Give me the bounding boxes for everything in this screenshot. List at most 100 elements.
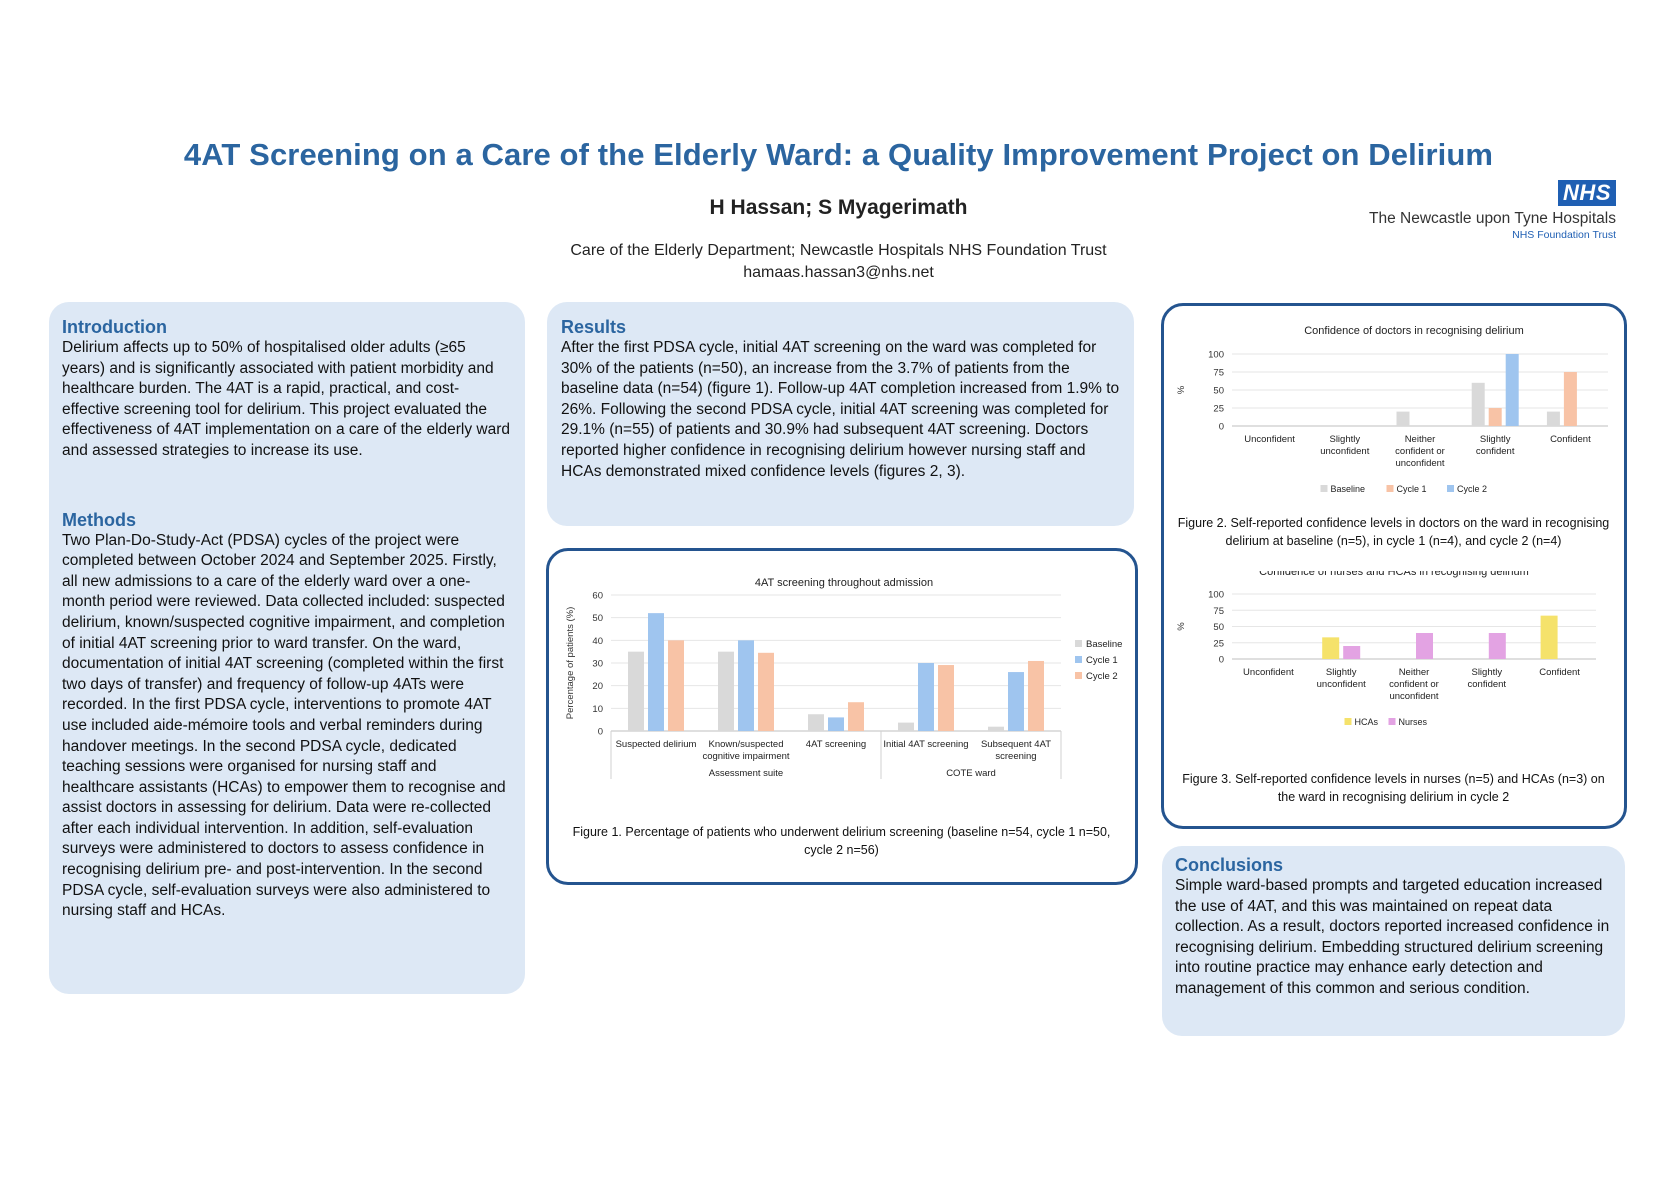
x-tick-label: unconfident <box>1395 458 1444 469</box>
nhs-badge: NHS <box>1558 180 1616 206</box>
chart-title: 4AT screening throughout admission <box>755 577 933 589</box>
y-tick-label: 100 <box>1208 350 1224 361</box>
conclusions-heading: Conclusions <box>1175 855 1284 875</box>
y-tick-label: 25 <box>1213 638 1224 649</box>
legend-label: Nurses <box>1399 717 1428 727</box>
x-tick-label: Subsequent 4AT <box>981 739 1051 750</box>
bar-cycle-2 <box>848 702 864 731</box>
bar-nurses <box>1343 646 1361 659</box>
x-tick-label: Initial 4AT screening <box>883 739 968 750</box>
methods-text: Two Plan-Do-Study-Act (PDSA) cycles of t… <box>62 531 506 920</box>
authors: H Hassan; S Myagerimath <box>709 196 968 219</box>
bar-baseline <box>898 722 914 731</box>
bar-baseline <box>628 651 644 731</box>
trust-name: The Newcastle upon Tyne Hospitals <box>1369 210 1616 227</box>
bar-cycle-1 <box>648 613 664 731</box>
conclusions-panel: Conclusions Simple ward-based prompts an… <box>1162 846 1625 1036</box>
figure-3-caption: Figure 3. Self-reported confidence level… <box>1182 772 1605 804</box>
figure-1-caption: Figure 1. Percentage of patients who und… <box>572 825 1111 857</box>
y-tick-label: 20 <box>592 681 603 692</box>
bar-baseline <box>808 714 824 731</box>
bar-hcas <box>1322 637 1340 659</box>
y-tick-label: 75 <box>1213 368 1224 379</box>
y-axis-label: % <box>1176 385 1187 394</box>
legend-swatch <box>1075 656 1082 663</box>
conclusions-text: Simple ward-based prompts and targeted e… <box>1175 877 1610 997</box>
bar-cycle-1 <box>918 663 934 731</box>
x-tick-label: confident or <box>1389 679 1439 690</box>
figure-2-chart: Confidence of doctors in recognising del… <box>1176 325 1608 494</box>
bar-baseline <box>1546 411 1560 426</box>
bar-cycle-1 <box>828 717 844 731</box>
affiliation: Care of the Elderly Department; Newcastl… <box>570 242 1107 259</box>
y-tick-label: 30 <box>592 659 603 670</box>
legend-label: HCAs <box>1355 717 1379 727</box>
legend-swatch <box>1075 640 1082 647</box>
results-text: After the first PDSA cycle, initial 4AT … <box>561 339 1120 480</box>
bar-nurses <box>1416 633 1433 659</box>
y-tick-label: 25 <box>1213 404 1224 415</box>
bar-cycle-2 <box>758 652 774 731</box>
bar-cycle-1 <box>1488 408 1502 426</box>
bar-cycle-1 <box>1563 372 1577 426</box>
email: hamaas.hassan3@nhs.net <box>743 264 934 281</box>
y-tick-label: 75 <box>1213 606 1224 617</box>
y-tick-label: 10 <box>592 704 603 715</box>
x-tick-label: Suspected delirium <box>616 739 697 750</box>
x-tick-label: Slightly <box>1326 667 1357 678</box>
x-tick-label: Unconfident <box>1243 667 1294 678</box>
legend-swatch <box>1320 485 1328 492</box>
results-panel: Results After the first PDSA cycle, init… <box>547 302 1134 526</box>
x-tick-label: Confident <box>1550 434 1591 445</box>
x-tick-label: Confident <box>1539 667 1580 678</box>
x-tick-label: confident <box>1468 679 1507 690</box>
bar-cycle-2 <box>938 665 954 731</box>
x-tick-label: cognitive impairment <box>702 751 789 762</box>
x-tick-label: Unconfident <box>1244 434 1295 445</box>
legend-swatch <box>1447 485 1454 492</box>
y-axis-label: Percentage of patients (%) <box>565 607 576 719</box>
y-tick-label: 0 <box>1219 422 1224 433</box>
introduction-methods-panel: Introduction Delirium affects up to 50% … <box>49 302 525 994</box>
bar-baseline <box>988 726 1004 731</box>
bar-baseline <box>1471 382 1485 426</box>
legend-label: Baseline <box>1331 484 1366 494</box>
y-tick-label: 50 <box>1213 622 1224 633</box>
affiliation-block: Care of the Elderly Department; Newcastl… <box>0 240 1677 284</box>
legend-swatch <box>1386 485 1394 492</box>
x-tick-label: unconfident <box>1389 691 1438 702</box>
x-tick-label: Neither <box>1399 667 1430 678</box>
legend-label: Baseline <box>1086 639 1122 650</box>
introduction-heading: Introduction <box>62 317 167 337</box>
x-tick-label: screening <box>995 751 1036 762</box>
bar-cycle-2 <box>1028 660 1044 731</box>
x-tick-label: unconfident <box>1317 679 1366 690</box>
x-tick-label: 4AT screening <box>806 739 866 750</box>
bar-cycle-2 <box>668 640 684 731</box>
x-tick-label: Neither <box>1405 434 1436 445</box>
figure-2-caption: Figure 2. Self-reported confidence level… <box>1177 516 1610 548</box>
bar-cycle-2 <box>1505 354 1519 426</box>
legend-swatch <box>1388 718 1396 725</box>
chart-title: Confidence of nurses and HCAs in recogni… <box>1259 571 1529 578</box>
y-tick-label: 40 <box>592 636 603 647</box>
x-tick-label: Slightly <box>1471 667 1502 678</box>
figure-3-chart: Confidence of nurses and HCAs in recogni… <box>1176 571 1596 727</box>
y-tick-label: 50 <box>592 613 603 624</box>
y-tick-label: 0 <box>1219 655 1224 666</box>
bar-cycle-1 <box>738 640 754 731</box>
x-tick-label: Known/suspected <box>709 739 784 750</box>
x-tick-label: unconfident <box>1320 446 1369 457</box>
poster-title: 4AT Screening on a Care of the Elderly W… <box>183 137 1494 172</box>
bar-nurses <box>1488 633 1506 659</box>
bar-hcas <box>1540 615 1558 659</box>
figure-1-frame: 4AT screening throughout admission 0 10 20 3… <box>546 548 1138 885</box>
x-tick-label: Slightly <box>1329 434 1360 445</box>
x-tick-label: Slightly <box>1480 434 1511 445</box>
chart-title: Confidence of doctors in recognising del… <box>1304 325 1524 337</box>
bar-baseline <box>718 651 734 731</box>
y-tick-label: 50 <box>1213 386 1224 397</box>
group-label: Assessment suite <box>709 768 783 779</box>
nhs-logo: NHS The Newcastle upon Tyne Hospitals NH… <box>1369 180 1616 241</box>
x-tick-label: confident <box>1476 446 1515 457</box>
